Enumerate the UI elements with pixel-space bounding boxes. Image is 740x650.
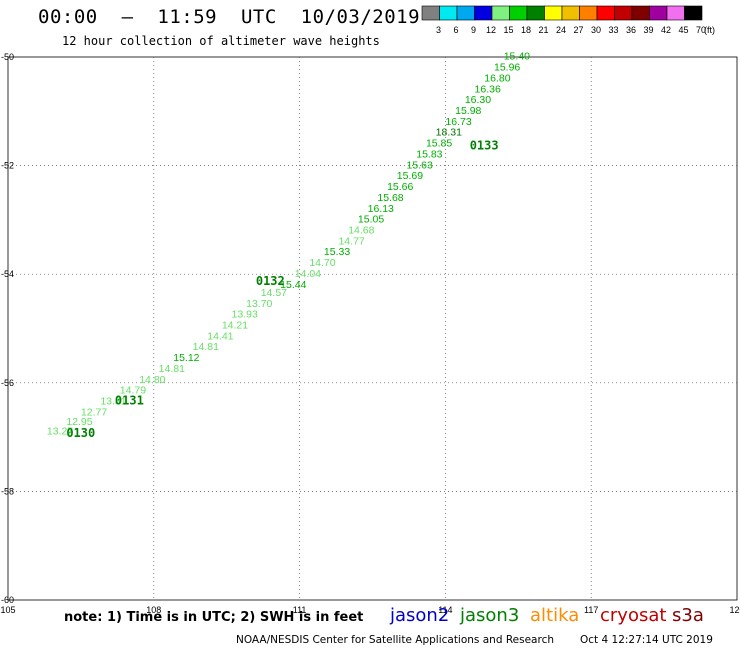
wave-height-value: 15.69: [397, 170, 423, 182]
wave-height-value: 16.80: [484, 72, 510, 84]
y-tick-label: -60: [1, 595, 14, 605]
wave-height-value: 12.95: [66, 416, 92, 428]
legend-label: 27: [573, 25, 583, 35]
wave-height-value: 14.80: [139, 374, 165, 386]
wave-height-value: 14.41: [207, 330, 233, 342]
wave-height-value: 16.30: [465, 94, 491, 106]
y-tick-label: -50: [1, 52, 14, 62]
wave-height-value: 16.73: [445, 116, 471, 128]
wave-height-value: 14.79: [120, 385, 146, 397]
wave-height-value: 13.93: [232, 309, 258, 321]
legend-label: 15: [503, 25, 513, 35]
legend-label: 33: [608, 25, 618, 35]
color-legend: 3 6 9 12 15 18 21 24 27 30 33 36 39 42 45 70(ft): [421, 5, 715, 35]
legend-label: 18: [521, 25, 531, 35]
satellite-jason2: jason2: [390, 605, 450, 626]
legend-label: 70: [696, 25, 706, 35]
x-tick-label: 108: [146, 605, 161, 615]
legend-label: 36: [626, 25, 636, 35]
x-tick-label: 114: [438, 605, 452, 615]
wave-height-value: 16.13: [368, 203, 394, 215]
x-tick-label: 117: [584, 605, 598, 615]
wave-height-value: 14.81: [159, 363, 185, 375]
page-subtitle: 12 hour collection of altimeter wave hei…: [62, 34, 380, 48]
wave-height-value: 12.77: [81, 406, 107, 418]
pass-time-label: 0133: [470, 138, 499, 152]
legend-label: 3: [436, 25, 441, 35]
satellite-altika: altika: [530, 605, 580, 626]
x-tick-label: 111: [293, 605, 307, 615]
pass-time-label: 0132: [256, 274, 285, 288]
y-tick-label: -56: [1, 378, 14, 388]
footer-timestamp: Oct 4 12:27:14 UTC 2019: [580, 634, 713, 646]
wave-height-value: 15.63: [407, 159, 433, 171]
wave-height-value: 15.40: [504, 51, 530, 63]
wave-height-value: 13.70: [246, 298, 272, 310]
page-title: 00:00 — 11:59 UTC 10/03/2019: [38, 6, 421, 28]
wave-height-value: 15.33: [324, 246, 350, 258]
wave-height-value: 16.36: [475, 83, 501, 95]
satellite-cryosat: cryosat: [600, 605, 667, 626]
wave-height-value: 14.57: [261, 287, 287, 299]
legend-label: 24: [556, 25, 566, 35]
y-tick-label: -52: [1, 161, 14, 171]
wave-height-value: 18.31: [436, 127, 462, 139]
wave-height-value: 15.96: [494, 62, 520, 74]
wave-height-value: 15.85: [426, 138, 452, 150]
legend-swatch: [684, 5, 703, 21]
wave-height-value: 15.12: [173, 352, 199, 364]
satellite-s3a: s3a: [672, 605, 704, 626]
wave-height-value: 14.21: [222, 320, 248, 332]
wave-height-value: 15.44: [280, 279, 306, 291]
legend-label: 21: [538, 25, 548, 35]
legend-label: 42: [661, 25, 671, 35]
footer-org: NOAA/NESDIS Center for Satellite Applica…: [236, 634, 554, 646]
legend-label: 45: [678, 25, 688, 35]
wave-height-value: 13.27: [47, 425, 73, 437]
legend-label: 12: [486, 25, 496, 35]
x-tick-label: 105: [0, 605, 15, 615]
legend-unit: (ft): [704, 25, 715, 35]
legend-label: 9: [471, 25, 476, 35]
legend-label: 6: [453, 25, 458, 35]
wave-height-value: 15.83: [416, 148, 442, 160]
y-tick-label: -54: [1, 269, 14, 279]
map-frame: [7, 56, 738, 601]
wave-height-value: 15.66: [387, 181, 413, 193]
pass-time-label: 0130: [66, 426, 95, 440]
y-tick-label: -58: [1, 486, 14, 496]
wave-height-value: 14.77: [338, 235, 364, 247]
wave-height-value: 14.04: [295, 268, 321, 280]
wave-height-value: 14.70: [309, 257, 335, 269]
wave-height-value: 15.05: [358, 214, 384, 226]
legend-label: 30: [591, 25, 601, 35]
legend-label: 39: [643, 25, 653, 35]
wave-height-value: 14.81: [193, 341, 219, 353]
pass-time-label: 0131: [115, 394, 144, 408]
wave-height-value: 15.68: [377, 192, 403, 204]
satellite-jason3: jason3: [460, 605, 520, 626]
wave-height-value: 14.68: [348, 224, 374, 236]
x-tick-label: 120: [729, 605, 740, 615]
wave-height-value: 15.98: [455, 105, 481, 117]
units-note: note: 1) Time is in UTC; 2) SWH is in fe…: [64, 610, 364, 625]
wave-height-value: 13.81: [100, 396, 126, 408]
